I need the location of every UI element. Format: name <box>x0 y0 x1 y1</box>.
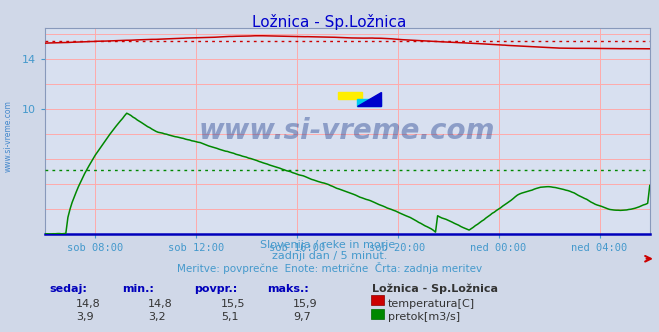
Text: min.:: min.: <box>122 284 154 294</box>
Bar <box>357 99 380 107</box>
Text: 3,2: 3,2 <box>148 312 166 322</box>
Text: maks.:: maks.: <box>267 284 308 294</box>
Text: Meritve: povprečne  Enote: metrične  Črta: zadnja meritev: Meritve: povprečne Enote: metrične Črta:… <box>177 262 482 274</box>
Text: www.si-vreme.com: www.si-vreme.com <box>3 100 13 172</box>
Polygon shape <box>357 92 380 107</box>
Text: zadnji dan / 5 minut.: zadnji dan / 5 minut. <box>272 251 387 261</box>
Text: Ložnica - Sp.Ložnica: Ložnica - Sp.Ložnica <box>252 14 407 30</box>
Text: 15,5: 15,5 <box>221 299 245 309</box>
Text: 14,8: 14,8 <box>76 299 101 309</box>
Text: pretok[m3/s]: pretok[m3/s] <box>388 312 460 322</box>
Text: sedaj:: sedaj: <box>49 284 87 294</box>
Bar <box>338 92 362 99</box>
Text: 15,9: 15,9 <box>293 299 318 309</box>
Text: 3,9: 3,9 <box>76 312 94 322</box>
Text: Slovenija / reke in morje.: Slovenija / reke in morje. <box>260 240 399 250</box>
Text: 5,1: 5,1 <box>221 312 239 322</box>
Text: Ložnica - Sp.Ložnica: Ložnica - Sp.Ložnica <box>372 284 498 294</box>
Text: temperatura[C]: temperatura[C] <box>388 299 475 309</box>
Text: 9,7: 9,7 <box>293 312 311 322</box>
Text: 14,8: 14,8 <box>148 299 173 309</box>
Text: www.si-vreme.com: www.si-vreme.com <box>199 117 496 145</box>
Text: povpr.:: povpr.: <box>194 284 238 294</box>
